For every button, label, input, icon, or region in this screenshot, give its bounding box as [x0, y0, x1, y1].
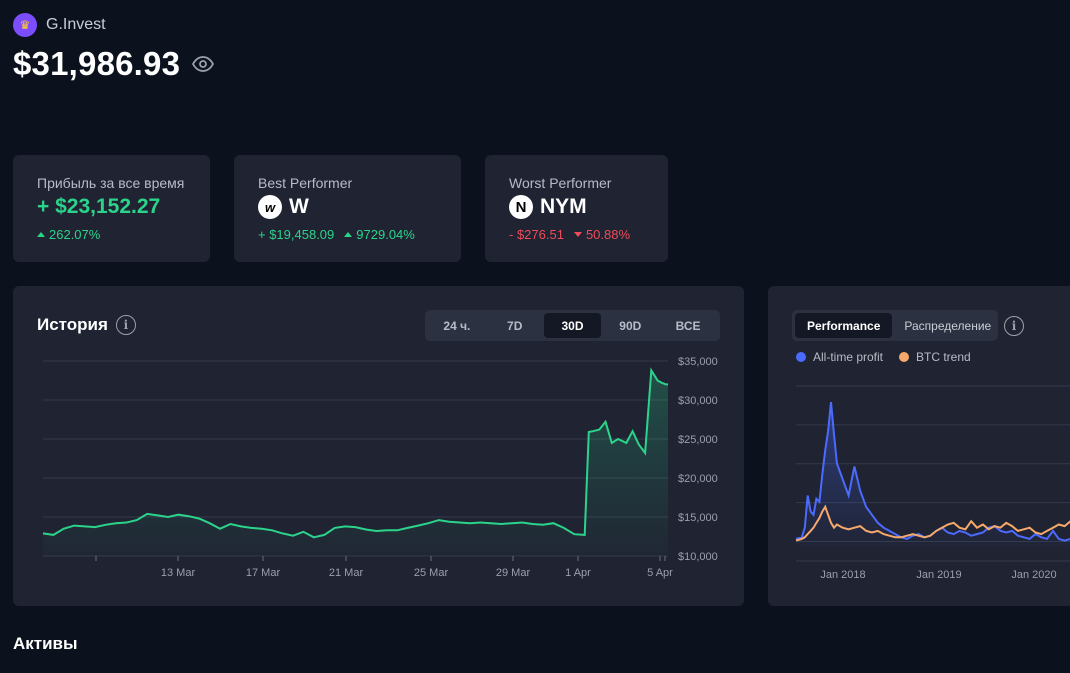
- arrow-up-icon: [344, 232, 353, 238]
- x-tick-label: 5 Apr: [647, 567, 673, 579]
- x-tick-label: Jan 2019: [916, 569, 961, 581]
- history-title: История: [37, 315, 108, 334]
- worst-performer-change: 50.88%: [585, 227, 631, 242]
- eye-icon[interactable]: [192, 53, 215, 75]
- brand-name: G.Invest: [46, 16, 106, 33]
- legend-dot-profit: [796, 352, 806, 362]
- worst-performer-card[interactable]: Worst Performer N NYM - $276.51 50.88%: [485, 155, 668, 262]
- y-tick-label: $10,000: [678, 551, 718, 563]
- history-area: [43, 370, 668, 556]
- legend-item-profit[interactable]: All-time profit: [796, 350, 883, 364]
- profit-title: Прибыль за все время: [37, 175, 185, 191]
- profit-card: Прибыль за все время + $23,152.27 262.07…: [13, 155, 210, 262]
- arrow-down-icon: [573, 232, 582, 238]
- y-tick-label: $35,000: [678, 356, 718, 368]
- info-icon[interactable]: i: [1004, 316, 1024, 336]
- info-icon[interactable]: i: [115, 315, 136, 335]
- range-tab-24h[interactable]: 24 ч.: [443, 318, 471, 333]
- balance: $31,986.93: [13, 45, 215, 83]
- best-performer-symbol: W: [289, 195, 309, 218]
- best-performer-stats: + $19,458.09 9729.04%: [258, 227, 415, 242]
- x-tick-label: 29 Mar: [496, 567, 531, 579]
- worst-performer-symbol: NYM: [540, 195, 587, 218]
- brand: ♛ G.Invest: [13, 13, 106, 37]
- best-performer-coin: w W: [258, 195, 309, 219]
- x-tick-label: Jan 2018: [820, 569, 865, 581]
- balance-value: $31,986.93: [13, 45, 181, 82]
- x-tick-label: 17 Mar: [246, 567, 281, 579]
- worst-performer-coin: N NYM: [509, 195, 587, 219]
- worst-performer-stats: - $276.51 50.88%: [509, 227, 630, 242]
- performance-chart[interactable]: Jan 2018 Jan 2019 Jan 2020: [768, 286, 1070, 606]
- assets-title: Активы: [13, 634, 78, 653]
- crown-icon: ♛: [13, 13, 37, 37]
- performance-panel: Performance Распределение i All-time pro…: [768, 286, 1070, 606]
- legend-item-btc[interactable]: BTC trend: [899, 350, 971, 364]
- btc-trend-line: [795, 504, 1070, 542]
- history-panel: История i 24 ч. 7D 30D 90D ВСЕ $35,000 $3…: [13, 286, 744, 606]
- history-chart[interactable]: $35,000 $30,000 $25,000 $20,000 $15,000 $10,0…: [13, 286, 744, 606]
- x-tick-label: 1 Apr: [565, 567, 591, 579]
- range-tab-7d[interactable]: 7D: [507, 318, 523, 333]
- performance-legend: All-time profit BTC trend: [796, 350, 971, 364]
- best-performer-amount: + $19,458.09: [258, 227, 335, 242]
- y-tick-label: $25,000: [678, 434, 718, 446]
- range-tab-30d[interactable]: 30D: [543, 313, 602, 338]
- worst-performer-title: Worst Performer: [509, 175, 612, 191]
- y-tick-label: $20,000: [678, 473, 718, 485]
- history-title-wrap: История i: [37, 315, 136, 335]
- x-tick-label: 25 Mar: [414, 567, 449, 579]
- profit-change: 262.07%: [37, 227, 100, 242]
- x-tick-label: 13 Mar: [161, 567, 196, 579]
- range-tabs: 24 ч. 7D 30D 90D ВСЕ: [425, 310, 720, 341]
- worst-performer-amount: - $276.51: [509, 227, 564, 242]
- history-line: [42, 367, 668, 539]
- profit-area: [796, 402, 1070, 547]
- nym-coin-icon: N: [509, 195, 533, 219]
- best-performer-title: Best Performer: [258, 175, 353, 191]
- y-tick-label: $30,000: [678, 395, 718, 407]
- y-tick-label: $15,000: [678, 512, 718, 524]
- profit-value: + $23,152.27: [37, 195, 161, 218]
- profit-change-value: 262.07%: [49, 227, 101, 242]
- best-performer-change: 9729.04%: [356, 227, 415, 242]
- legend-dot-btc: [899, 352, 910, 362]
- w-coin-icon: w: [258, 195, 282, 219]
- best-performer-card[interactable]: Best Performer w W + $19,458.09 9729.04%: [234, 155, 461, 262]
- arrow-up-icon: [37, 232, 45, 238]
- range-tab-all[interactable]: ВСЕ: [675, 318, 701, 333]
- x-tick-label: Jan 2020: [1011, 569, 1056, 581]
- legend-label-btc: BTC trend: [916, 350, 971, 364]
- x-tick-label: 21 Mar: [329, 567, 364, 579]
- range-tab-90d[interactable]: 90D: [619, 318, 642, 333]
- tab-distribution[interactable]: Распределение: [904, 318, 992, 333]
- performance-tabs: Performance Распределение: [792, 310, 998, 341]
- legend-label-profit: All-time profit: [813, 350, 884, 364]
- tab-performance[interactable]: Performance: [795, 313, 893, 338]
